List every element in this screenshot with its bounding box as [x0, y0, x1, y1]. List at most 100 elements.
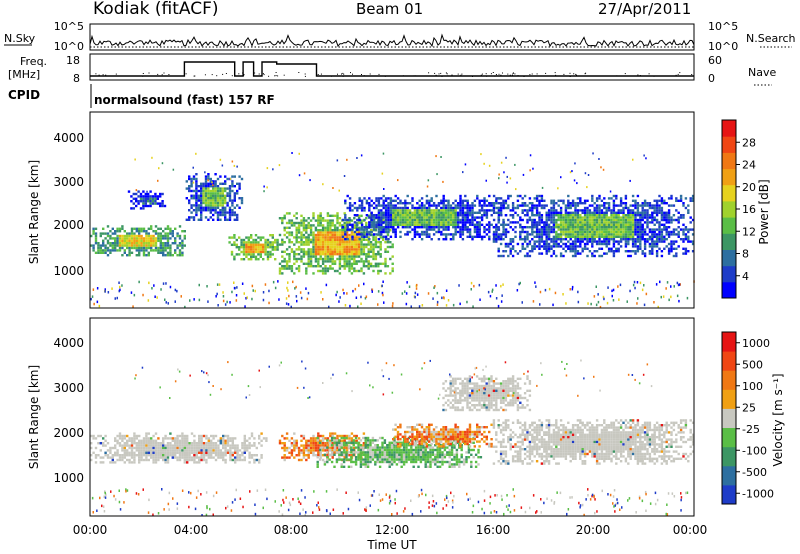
heatmap-cell	[357, 241, 361, 244]
heatmap-cell	[660, 238, 664, 241]
heatmap-cell	[591, 254, 594, 258]
heatmap-cell	[547, 228, 551, 231]
heatmap-noise	[153, 284, 155, 287]
heatmap-cell	[348, 250, 351, 253]
heatmap-cell	[567, 240, 570, 243]
heatmap-cell	[341, 265, 344, 268]
heatmap-cell	[331, 267, 334, 270]
heatmap-cell	[248, 444, 251, 447]
heatmap-cell	[382, 235, 385, 238]
heatmap-cell	[356, 223, 359, 226]
heatmap-cell	[425, 230, 429, 234]
heatmap-noise	[162, 282, 165, 285]
heatmap-cell	[329, 446, 332, 450]
heatmap-cell	[293, 253, 296, 256]
heatmap-cell	[305, 231, 308, 234]
heatmap-cell	[142, 200, 145, 203]
heatmap-cell	[459, 226, 462, 229]
heatmap-cell	[622, 202, 625, 205]
heatmap-noise	[222, 299, 225, 303]
heatmap-cell	[576, 250, 580, 253]
heatmap-cell	[314, 439, 318, 442]
nave-point	[352, 73, 353, 75]
heatmap-cell	[586, 233, 589, 236]
heatmap-cell	[365, 230, 369, 234]
colorbar-tick-label: 28	[742, 136, 756, 149]
heatmap-cell	[183, 458, 186, 462]
heatmap-noise	[322, 298, 324, 301]
heatmap-cell	[132, 207, 135, 210]
heatmap-noise	[643, 154, 645, 157]
heatmap-cell	[314, 238, 318, 241]
heatmap-cell	[468, 218, 472, 222]
heatmap-cell	[214, 209, 217, 212]
heatmap-cell	[118, 444, 122, 447]
nave-point	[485, 73, 487, 75]
heatmap-noise	[325, 283, 328, 287]
heatmap-cell	[658, 240, 661, 243]
heatmap-cell	[370, 223, 373, 226]
heatmap-cell	[478, 199, 481, 202]
heatmap-cell	[466, 206, 469, 210]
heatmap-cell	[559, 245, 563, 248]
heatmap-cell	[345, 255, 349, 258]
heatmap-cell	[288, 446, 291, 450]
heatmap-noise	[349, 304, 351, 308]
heatmap-cell	[357, 245, 361, 249]
heatmap-cell	[404, 218, 407, 222]
heatmap-cell	[631, 218, 635, 222]
heatmap-cell	[145, 454, 148, 457]
heatmap-cell	[198, 458, 201, 462]
heatmap-cell	[567, 202, 570, 205]
heatmap-cell	[121, 434, 124, 438]
heatmap-cell	[360, 253, 363, 256]
heatmap-cell	[336, 217, 339, 220]
heatmap-cell	[526, 218, 529, 222]
heatmap-cell	[353, 250, 356, 253]
heatmap-cell	[144, 197, 147, 200]
heatmap-cell	[257, 253, 260, 256]
heatmap-cell	[478, 223, 481, 226]
heatmap-cell	[394, 235, 397, 238]
heatmap-cell	[234, 446, 237, 450]
heatmap-cell	[677, 230, 680, 234]
heatmap-noise	[534, 281, 536, 284]
heatmap-cell	[317, 449, 320, 452]
heatmap-noise	[266, 186, 268, 189]
heatmap-noise	[262, 291, 265, 294]
heatmap-cell	[345, 231, 349, 234]
heatmap-cell	[236, 458, 239, 462]
heatmap-cell	[430, 211, 433, 214]
heatmap-cell	[130, 442, 134, 445]
heatmap-cell	[660, 254, 664, 258]
heatmap-cell	[360, 260, 363, 263]
heatmap-cell	[236, 213, 239, 217]
heatmap-noise	[562, 293, 564, 296]
heatmap-cell	[150, 249, 153, 252]
heatmap-cell	[418, 204, 421, 207]
heatmap-cell	[341, 257, 344, 261]
heatmap-cell	[437, 238, 441, 241]
heatmap-cell	[169, 251, 172, 254]
heatmap-cell	[406, 209, 409, 212]
heatmap-cell	[229, 439, 232, 442]
heatmap-cell	[447, 226, 450, 229]
heatmap-cell	[423, 209, 426, 212]
heatmap-cell	[295, 229, 298, 232]
heatmap-noise	[554, 291, 557, 295]
heatmap-cell	[142, 454, 146, 457]
heatmap-cell	[571, 247, 575, 250]
heatmap-cell	[338, 241, 342, 244]
nave-point	[563, 73, 565, 75]
heatmap-cell	[252, 255, 255, 258]
heatmap-cell	[375, 223, 378, 226]
heatmap-cell	[283, 437, 286, 440]
heatmap-cell	[651, 235, 654, 238]
heatmap-cell	[181, 442, 184, 445]
heatmap-cell	[300, 236, 303, 239]
heatmap-cell	[181, 454, 184, 457]
heatmap-cell	[485, 223, 489, 226]
heatmap-cell	[207, 209, 210, 212]
heatmap-cell	[634, 214, 637, 217]
heatmap-cell	[523, 202, 527, 205]
